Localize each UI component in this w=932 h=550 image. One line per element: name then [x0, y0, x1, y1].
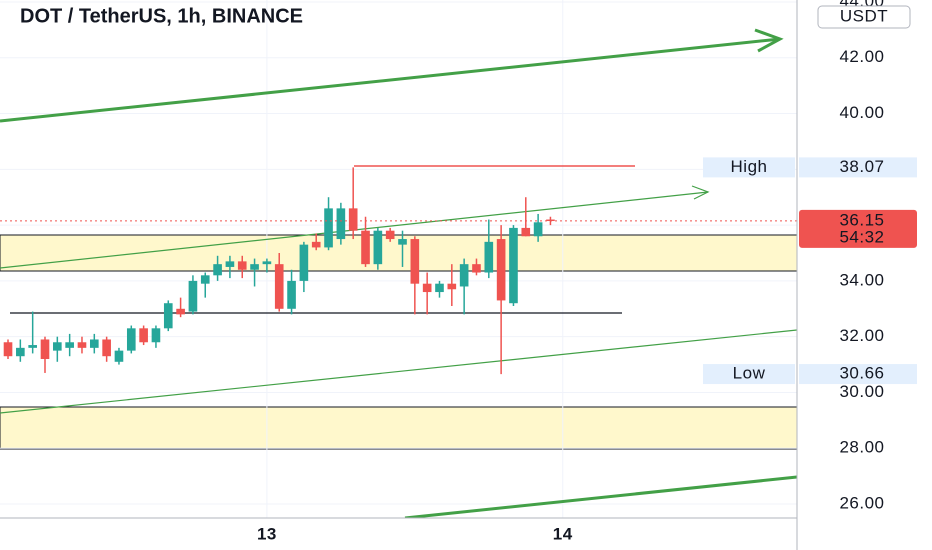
candle-body: [336, 208, 346, 240]
price-axis: [797, 0, 932, 550]
candle-body: [102, 339, 111, 357]
countdown: 54:32: [839, 227, 884, 246]
candle-body: [126, 328, 136, 351]
candle-body: [422, 283, 432, 293]
candle-body: [200, 275, 210, 284]
candle-body: [521, 227, 531, 237]
candle-body: [225, 261, 235, 267]
zone: [0, 406, 798, 450]
candle-body: [435, 283, 444, 293]
candle-body: [472, 264, 481, 273]
candle-body: [16, 347, 25, 357]
marker-label: Low: [733, 364, 766, 383]
candle-body: [77, 342, 87, 348]
y-tick-label: 32.00: [839, 326, 884, 345]
candle-body: [533, 222, 543, 237]
candle-body: [311, 241, 321, 248]
x-tick-label: 14: [553, 524, 573, 543]
candle-body: [28, 345, 37, 348]
candle-body: [40, 339, 50, 360]
trend-line: [0, 329, 798, 414]
y-tick-label: 42.00: [839, 47, 884, 66]
candle-body: [546, 219, 555, 222]
y-tick-label: 26.00: [839, 494, 884, 513]
candle-body: [385, 230, 395, 240]
candle-body: [262, 261, 272, 265]
candle-body: [287, 280, 296, 309]
currency-box: [817, 5, 911, 29]
candle-body: [163, 303, 173, 329]
x-tick-label: 13: [257, 524, 277, 543]
marker-label: High: [731, 157, 768, 176]
marker-value: 38.07: [839, 157, 884, 176]
candle-body: [151, 328, 161, 343]
candle-body: [447, 283, 457, 290]
trend-line: [0, 37, 781, 123]
y-tick-label: 44.00: [839, 0, 884, 10]
candle-body: [237, 261, 247, 270]
candle-body: [496, 239, 506, 301]
candle-body: [509, 227, 518, 304]
candle-body: [250, 264, 259, 270]
candle-body: [114, 350, 124, 362]
trend-line: [404, 475, 798, 520]
y-tick-label: 30.00: [839, 382, 884, 401]
candle-body: [410, 239, 420, 284]
chart-title: DOT / TetherUS, 1h, BINANCE: [20, 5, 303, 27]
candle-body: [89, 339, 99, 348]
y-tick-label: 28.00: [839, 438, 884, 457]
last-price: 36.15: [839, 210, 884, 229]
candle-body: [398, 239, 407, 245]
candle-body: [65, 342, 74, 348]
candle-body: [188, 280, 198, 312]
candle-body: [373, 230, 383, 265]
candle-body: [299, 244, 309, 281]
arrow-head: [691, 185, 710, 200]
marker-value: 30.66: [839, 364, 884, 383]
candles: [3, 167, 555, 375]
candle-body: [176, 308, 185, 315]
candle-body: [324, 208, 333, 248]
marker-box: [703, 157, 795, 178]
arrow-head: [754, 28, 784, 53]
marker-value-box: [799, 157, 917, 178]
marker-box: [703, 364, 795, 385]
candle-body: [348, 208, 358, 231]
marker-value-box: [799, 364, 917, 385]
currency: USDT: [840, 6, 888, 25]
time-axis: [0, 518, 797, 550]
candle-body: [139, 328, 148, 343]
candle-body: [213, 264, 222, 276]
candle-body: [459, 264, 469, 287]
y-tick-label: 34.00: [839, 270, 884, 289]
candle-body: [3, 342, 13, 357]
last-price-badge: [799, 209, 917, 248]
y-tick-label: 40.00: [839, 103, 884, 122]
candle-body: [274, 264, 284, 309]
candle-body: [484, 241, 494, 273]
candle-body: [361, 230, 370, 265]
candle-body: [53, 342, 62, 351]
